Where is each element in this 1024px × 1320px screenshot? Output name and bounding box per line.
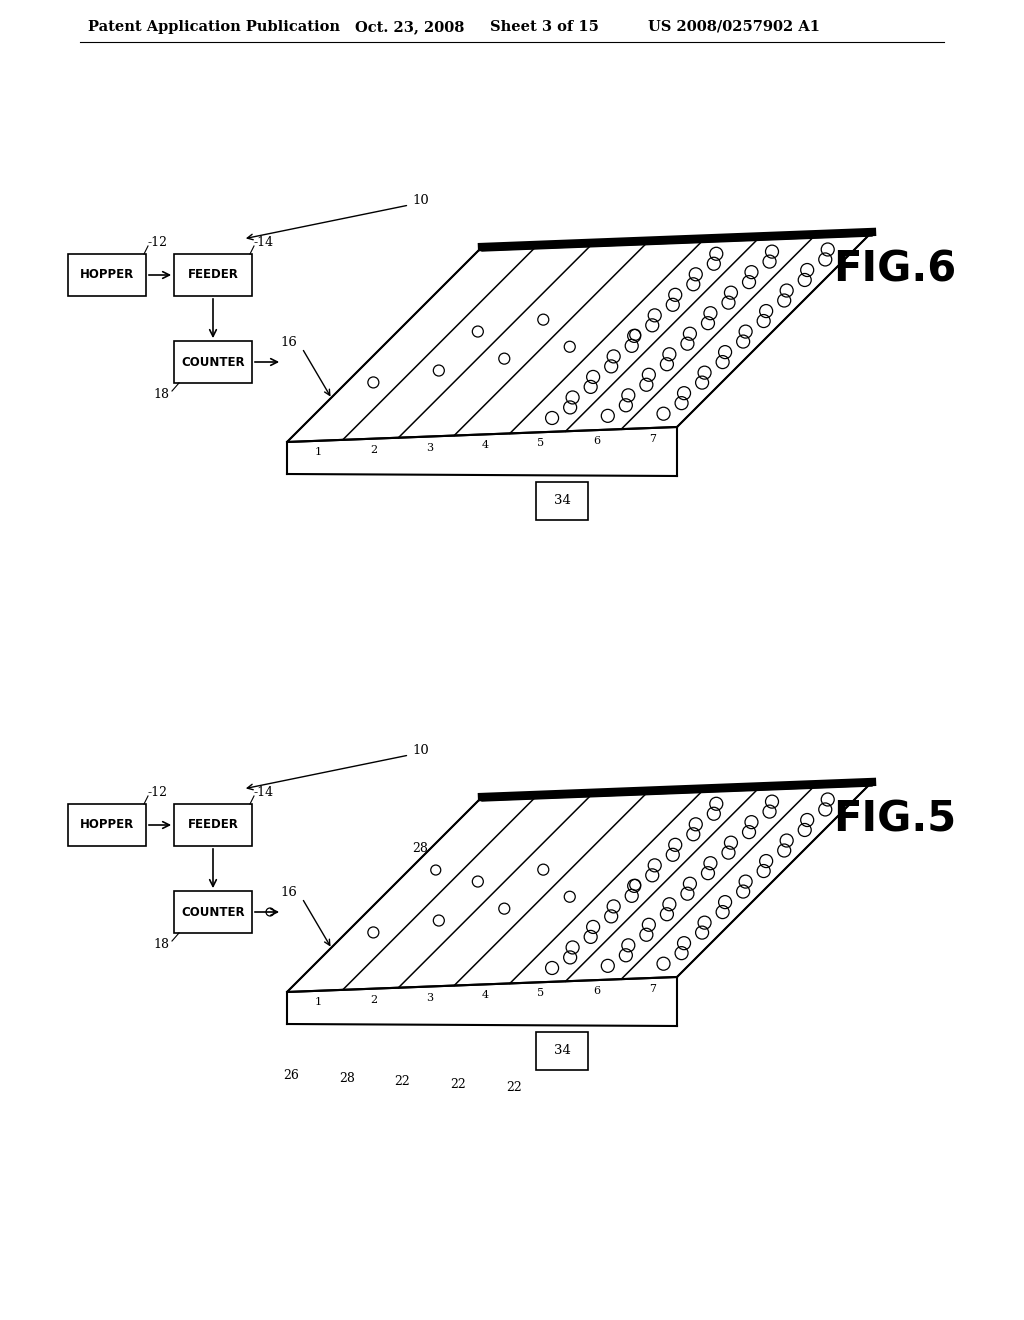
Text: FEEDER: FEEDER [187, 818, 239, 832]
Text: 6: 6 [593, 986, 600, 997]
Text: 16: 16 [281, 886, 297, 899]
Text: 7: 7 [648, 985, 655, 994]
Text: 2: 2 [370, 995, 377, 1005]
FancyBboxPatch shape [174, 341, 252, 383]
FancyBboxPatch shape [536, 482, 588, 520]
Text: 22: 22 [451, 1078, 466, 1092]
Text: 1: 1 [314, 447, 322, 457]
FancyBboxPatch shape [68, 804, 146, 846]
Text: FIG.5: FIG.5 [834, 799, 956, 841]
Text: HOPPER: HOPPER [80, 268, 134, 281]
Text: 28: 28 [412, 842, 428, 854]
Text: Oct. 23, 2008: Oct. 23, 2008 [355, 20, 464, 34]
Text: 18: 18 [153, 388, 169, 401]
Text: 2: 2 [370, 445, 377, 455]
Text: HOPPER: HOPPER [80, 818, 134, 832]
Text: Sheet 3 of 15: Sheet 3 of 15 [490, 20, 599, 34]
Text: -12: -12 [148, 235, 168, 248]
Polygon shape [287, 232, 872, 442]
Text: -14: -14 [254, 235, 274, 248]
Text: 16: 16 [281, 335, 297, 348]
Text: 18: 18 [153, 939, 169, 952]
Text: FEEDER: FEEDER [187, 268, 239, 281]
FancyBboxPatch shape [536, 1032, 588, 1071]
Text: 34: 34 [554, 1044, 570, 1057]
Text: 5: 5 [538, 438, 545, 449]
Text: 4: 4 [481, 990, 488, 1001]
Text: -12: -12 [148, 785, 168, 799]
Text: FIG.6: FIG.6 [834, 249, 956, 290]
Text: 1: 1 [314, 997, 322, 1007]
FancyBboxPatch shape [68, 253, 146, 296]
Text: 6: 6 [593, 436, 600, 446]
Text: 22: 22 [394, 1074, 411, 1088]
Text: Patent Application Publication: Patent Application Publication [88, 20, 340, 34]
Text: 10: 10 [413, 743, 429, 756]
Text: US 2008/0257902 A1: US 2008/0257902 A1 [648, 20, 820, 34]
Polygon shape [287, 781, 872, 993]
Text: 3: 3 [426, 442, 433, 453]
Text: COUNTER: COUNTER [181, 355, 245, 368]
Text: 5: 5 [538, 989, 545, 998]
FancyBboxPatch shape [174, 253, 252, 296]
Text: 3: 3 [426, 993, 433, 1003]
Text: 22: 22 [506, 1081, 522, 1094]
Text: COUNTER: COUNTER [181, 906, 245, 919]
FancyBboxPatch shape [174, 891, 252, 933]
Text: 4: 4 [481, 441, 488, 450]
Text: 10: 10 [413, 194, 429, 206]
Text: -14: -14 [254, 785, 274, 799]
Text: 34: 34 [554, 495, 570, 507]
Text: 7: 7 [648, 434, 655, 444]
Text: 26: 26 [283, 1069, 299, 1082]
FancyBboxPatch shape [174, 804, 252, 846]
Text: 28: 28 [339, 1072, 354, 1085]
